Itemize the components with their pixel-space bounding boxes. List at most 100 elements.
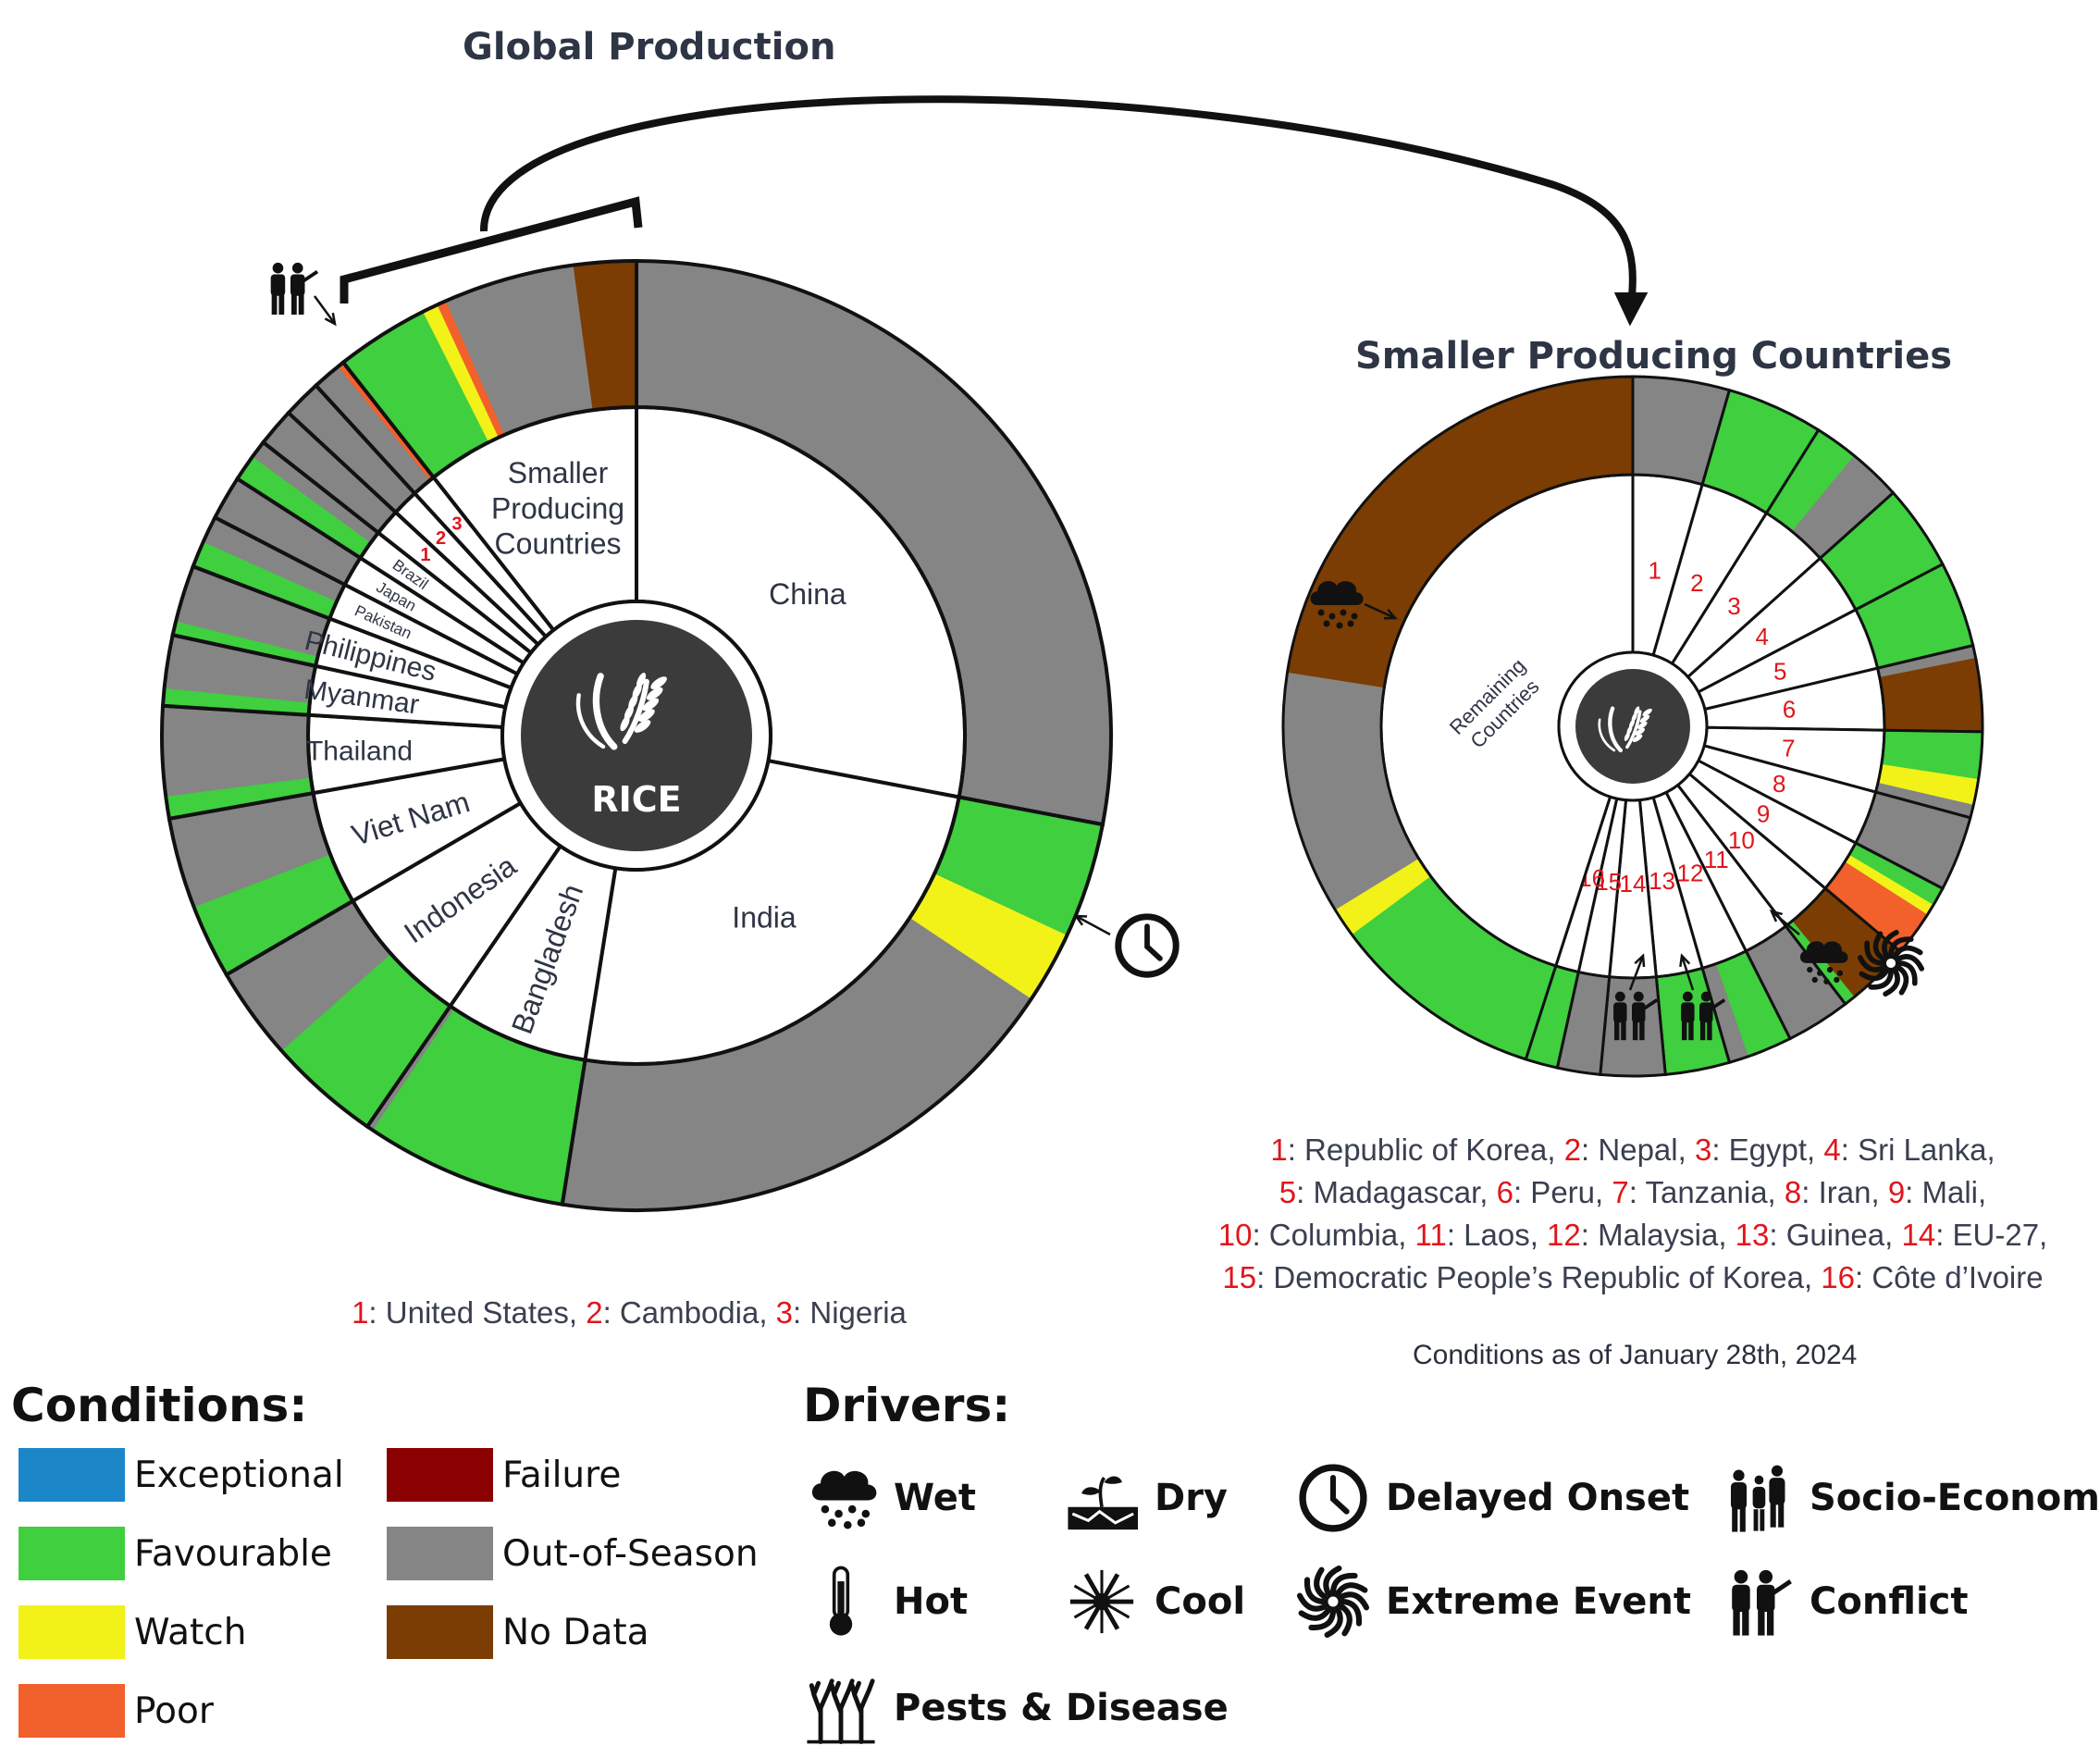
thermometer-icon <box>829 1566 853 1636</box>
cyclone-icon <box>1296 1565 1370 1639</box>
legend-swatch <box>19 1448 125 1502</box>
driver-item-dry: Dry <box>1064 1460 1228 1536</box>
driver-label: Dry <box>1155 1477 1229 1519</box>
footnote-country: : Republic of Korea, <box>1287 1133 1564 1167</box>
footnote-country: : United States, <box>368 1295 587 1330</box>
segment-label: 3 <box>451 514 462 534</box>
conflict-icon <box>1613 991 1659 1041</box>
driver-item-cool: Cool <box>1064 1564 1245 1640</box>
segment-9: 9 <box>1687 759 1945 954</box>
legend-item-watch: Watch <box>19 1605 246 1659</box>
wet-icon <box>1799 941 1848 984</box>
footnote-country: : Côte d’Ivoire <box>1855 1260 2044 1294</box>
driver-item-hot: Hot <box>803 1564 968 1640</box>
segment-india: India <box>560 758 1106 1212</box>
legend-item-poor: Poor <box>19 1684 214 1738</box>
dry-icon <box>1068 1476 1138 1530</box>
segment-label: 9 <box>1757 800 1770 828</box>
driver-arrow-tanzania <box>1769 910 1800 935</box>
dry-icon <box>1068 1476 1138 1530</box>
legend-label: Out-of-Season <box>502 1532 759 1575</box>
segment-label: India <box>732 900 797 934</box>
footnote-country: : Nigeria <box>793 1295 907 1330</box>
driver-label: Conflict <box>1810 1580 1969 1623</box>
thermometer-icon <box>829 1566 853 1636</box>
segment-6: 6 <box>1703 643 1984 734</box>
snowflake-icon <box>1069 1569 1134 1634</box>
footnote-number: 13 <box>1735 1218 1770 1252</box>
footnote-country: : Egypt, <box>1711 1133 1824 1167</box>
rice-icon <box>1598 706 1652 753</box>
segment-label: 5 <box>1773 657 1786 685</box>
clock-icon <box>1115 913 1180 978</box>
footnote-number: 9 <box>1887 1175 1906 1209</box>
smaller-producers-chart: 1 2345678910111213141516RemainingCountrie… <box>1281 375 1984 1078</box>
segment-label: 12 <box>1677 859 1704 886</box>
footnote-country: : Guinea, <box>1769 1218 1902 1252</box>
segment-china: China <box>635 258 1113 827</box>
footnote-country: : Tanzania, <box>1628 1175 1785 1209</box>
legend-label: No Data <box>502 1611 649 1653</box>
segment-label: Thailand <box>306 736 413 766</box>
footnote-country: : Peru, <box>1513 1175 1612 1209</box>
slice-border <box>635 258 1113 827</box>
smaller-footnote: 1: Republic of Korea, 2: Nepal, 3: Egypt… <box>1175 1129 2091 1299</box>
footnote-number: 3 <box>1694 1133 1712 1167</box>
conflict-icon <box>270 262 319 316</box>
segment-label: 3 <box>1727 592 1740 620</box>
date-note: Conditions as of January 28th, 2024 <box>1413 1340 1858 1370</box>
legend-label: Exceptional <box>134 1454 344 1496</box>
conflict-icon <box>1732 1569 1792 1636</box>
legend-swatch <box>19 1527 125 1580</box>
pests-icon <box>807 1678 875 1744</box>
segment-label: 4 <box>1755 623 1768 650</box>
driver-label: Wet <box>894 1477 976 1519</box>
driver-arrow-mali-1 <box>1628 953 1646 991</box>
driver-arrow-nigeria <box>313 295 337 327</box>
footnote-country: : Madagascar, <box>1296 1175 1497 1209</box>
driver-arrow-mali-2 <box>1679 953 1695 991</box>
driver-item-extreme-event: Extreme Event <box>1295 1564 1691 1640</box>
footnote-number: 2 <box>1563 1133 1582 1167</box>
slice-border <box>340 258 638 480</box>
footnote-number: 14 <box>1901 1218 1936 1252</box>
legend-item-exceptional: Exceptional <box>19 1448 344 1502</box>
rice-icon <box>575 673 667 750</box>
slice-border <box>1281 375 1635 1061</box>
driver-label: Delayed Onset <box>1386 1477 1690 1519</box>
segment-label: China <box>769 577 846 611</box>
legend-swatch <box>387 1605 493 1659</box>
conflict-icon <box>1681 991 1726 1041</box>
segment-label: 1 <box>1648 557 1661 585</box>
driver-item-wet: Wet <box>803 1460 976 1536</box>
segment-label: 10 <box>1728 826 1755 854</box>
wet-icon <box>811 1470 877 1529</box>
driver-arrow-remaining <box>1364 602 1398 620</box>
footnote-country: : Mali, <box>1905 1175 1987 1209</box>
segment-thailand: Thailand <box>160 703 507 822</box>
segment-bangladesh: Bangladesh <box>364 843 618 1207</box>
driver-label: Pests & Disease <box>894 1687 1229 1729</box>
footnote-number: 10 <box>1217 1218 1253 1252</box>
footnote-number: 1 <box>352 1295 369 1330</box>
legend-swatch <box>387 1448 493 1502</box>
footnote-country: : Nepal, <box>1581 1133 1695 1167</box>
legend-label: Favourable <box>134 1532 332 1575</box>
segment-label: 6 <box>1783 696 1796 724</box>
driver-item-delayed-onset: Delayed Onset <box>1295 1460 1689 1536</box>
rice-logo <box>521 620 752 851</box>
segment-label: 14 <box>1620 870 1647 898</box>
footnote-number: 5 <box>1279 1175 1297 1209</box>
footnote-country: : Laos, <box>1446 1218 1548 1252</box>
legend-label: Failure <box>502 1454 622 1496</box>
legend-item-favourable: Favourable <box>19 1527 332 1580</box>
clock-icon <box>1299 1464 1367 1532</box>
segment-label: 11 <box>1704 846 1729 873</box>
segment-label: 13 <box>1649 867 1675 895</box>
driver-label: Hot <box>894 1580 969 1623</box>
wet-icon <box>811 1470 877 1529</box>
segment-label: Smaller Producing Countries <box>491 456 624 561</box>
segment-12: 12 <box>1651 790 1793 1065</box>
